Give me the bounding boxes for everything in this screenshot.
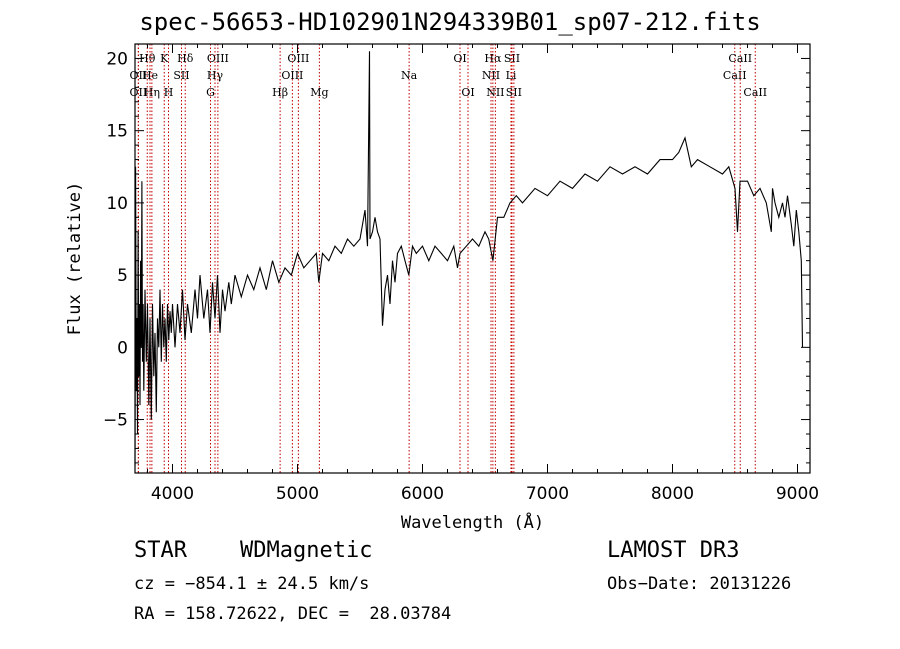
object-subclass: WDMagnetic: [240, 538, 373, 563]
plot-frame: [134, 43, 811, 474]
y-tick-label: −5: [103, 411, 128, 431]
x-tick-label: 9000: [776, 484, 819, 504]
y-tick-label: 20: [106, 49, 128, 69]
line-marker-label: He: [142, 69, 158, 82]
y-axis-label: Flux (relative): [65, 182, 85, 336]
x-tick-label: 8000: [651, 484, 694, 504]
line-marker-label: CaII: [728, 52, 752, 65]
line-marker-label: Hη: [144, 86, 160, 99]
line-marker-label: Hα: [484, 52, 502, 65]
line-marker-label: Hγ: [207, 69, 224, 82]
chart-title: spec-56653-HD102901N294339B01_sp07-212.f…: [139, 8, 761, 36]
line-marker-label: OIII: [287, 52, 309, 65]
redshift-cz: cz = −854.1 ± 24.5 km/s: [134, 574, 370, 594]
x-tick-label: 7000: [526, 484, 569, 504]
line-marker-label: G: [206, 86, 215, 99]
line-marker-label: CaII: [743, 86, 767, 99]
line-marker-label: SII: [504, 52, 520, 65]
line-marker-label: CaII: [723, 69, 747, 82]
line-marker-label: OIII: [281, 69, 303, 82]
x-axis-label: Wavelength (Å): [401, 511, 544, 533]
line-marker-label: NII: [486, 86, 504, 99]
flux-series-line: [134, 51, 804, 466]
line-marker-label: Na: [401, 69, 418, 82]
line-marker-label: Hβ: [272, 86, 288, 99]
y-tick-label: 0: [117, 338, 128, 358]
line-marker-label: NII: [482, 69, 500, 82]
line-marker-label: Mg: [310, 86, 328, 99]
line-marker-label: SII: [173, 69, 189, 82]
x-tick-label: 6000: [401, 484, 444, 504]
line-marker-label: Hδ: [177, 52, 194, 65]
line-marker-label: OII: [130, 86, 148, 99]
line-marker-label: K: [160, 52, 169, 65]
line-marker-label: OI: [461, 86, 474, 99]
observation-date: Obs−Date: 20131226: [607, 574, 792, 594]
line-marker-label: SII: [506, 86, 522, 99]
survey-name: LAMOST DR3: [607, 538, 740, 563]
y-tick-label: 10: [106, 194, 128, 214]
line-marker-label: Li: [506, 69, 517, 82]
line-marker-label: OIII: [207, 52, 229, 65]
line-marker-label: H: [164, 86, 174, 99]
y-axis-ticks: −5 0 5 10 15 20: [103, 43, 810, 464]
line-marker-label: OI: [453, 52, 466, 65]
y-tick-label: 5: [117, 266, 128, 286]
x-tick-label: 4000: [151, 484, 194, 504]
y-tick-label: 15: [106, 122, 128, 142]
coordinates: RA = 158.72622, DEC = 28.03784: [134, 604, 452, 624]
x-axis-ticks: 4000 5000 6000 7000 8000 9000: [147, 44, 819, 504]
object-type: STAR: [134, 538, 187, 563]
x-tick-label: 5000: [276, 484, 319, 504]
